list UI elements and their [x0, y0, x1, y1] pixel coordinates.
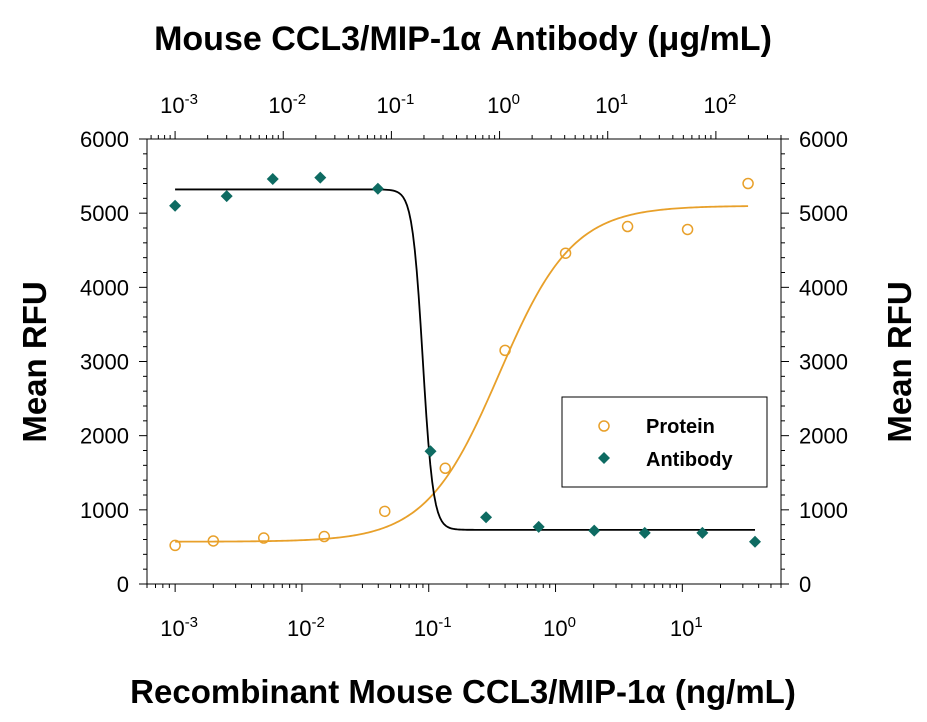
axis-ticks: [139, 131, 789, 592]
x-axis-bottom-tick-labels: 10-3 10-2 10-1 100 101: [160, 614, 703, 641]
protein-data-point: [499, 344, 511, 357]
y-left-tick-label: 2000: [80, 424, 129, 449]
antibody-data-point: [588, 524, 601, 537]
y-left-tick-label: 1000: [80, 498, 129, 523]
legend-antibody-label: Antibody: [646, 449, 734, 471]
x-top-tick-label: 100: [487, 91, 520, 118]
x-bottom-tick-label: 100: [543, 614, 576, 641]
antibody-data-point: [696, 526, 709, 539]
legend-box: [561, 396, 768, 488]
protein-data-point: [207, 535, 220, 547]
plot-border: [146, 138, 782, 585]
protein-data-point: [681, 223, 694, 236]
antibody-fit-curve: [175, 188, 756, 531]
protein-data-point: [559, 247, 572, 259]
x-top-tick-label: 10-1: [376, 91, 414, 118]
protein-data-point: [379, 505, 391, 518]
plot-area: [146, 138, 782, 585]
y-right-tick-label: 4000: [799, 275, 848, 300]
legend-protein-marker: [598, 420, 610, 432]
antibody-data-point: [169, 199, 182, 212]
fit-curves: [175, 188, 756, 543]
y-left-tick-label: 3000: [80, 350, 129, 375]
y-axis-right-tick-labels: 0 1000 2000 3000 4000 5000 6000: [799, 127, 848, 597]
protein-data-point: [318, 530, 331, 543]
y-left-tick-label: 0: [117, 572, 129, 597]
x-axis-top-tick-labels: 10-3 10-2 10-1 100 101 102: [160, 91, 736, 118]
y-right-tick-label: 0: [799, 572, 811, 597]
y-axis-right-title: Mean RFU: [881, 281, 918, 442]
protein-fit-curve: [175, 205, 749, 543]
y-left-tick-label: 6000: [80, 127, 129, 152]
x-bottom-tick-label: 101: [670, 614, 703, 641]
antibody-data-point: [314, 171, 327, 184]
y-right-tick-label: 3000: [799, 350, 848, 375]
y-right-tick-label: 2000: [799, 424, 848, 449]
y-left-tick-label: 4000: [80, 275, 129, 300]
legend-protein-label: Protein: [646, 416, 715, 438]
x-top-tick-label: 102: [703, 91, 736, 118]
antibody-data-point: [532, 520, 545, 533]
antibody-data-point: [749, 535, 762, 548]
x-top-tick-label: 10-3: [160, 91, 198, 118]
y-right-tick-label: 6000: [799, 127, 848, 152]
x-bottom-tick-label: 10-3: [160, 614, 198, 641]
antibody-data-point: [638, 526, 651, 539]
protein-data-point: [169, 539, 181, 552]
legend: Protein Antibody: [561, 396, 768, 488]
antibody-data-point: [424, 445, 437, 458]
x-top-tick-label: 101: [595, 91, 628, 118]
x-top-tick-label: 10-2: [268, 91, 306, 118]
protein-data-point: [742, 177, 754, 190]
y-axis-left-tick-labels: 0 1000 2000 3000 4000 5000 6000: [80, 127, 129, 597]
x-bottom-tick-label: 10-2: [287, 614, 325, 641]
protein-data-point: [621, 220, 634, 233]
chart-title: Mouse CCL3/MIP-1α Antibody (μg/mL): [154, 20, 772, 58]
y-right-tick-label: 5000: [799, 201, 848, 226]
protein-data-point: [258, 532, 270, 544]
data-points: [169, 171, 762, 552]
antibody-data-point: [220, 190, 233, 203]
antibody-data-point: [371, 182, 384, 195]
protein-data-point: [439, 462, 452, 475]
x-bottom-tick-label: 10-1: [414, 614, 452, 641]
y-axis-left-title: Mean RFU: [16, 281, 53, 442]
antibody-data-point: [266, 173, 279, 186]
antibody-data-point: [480, 511, 493, 524]
legend-antibody-marker: [598, 452, 610, 464]
x-axis-title: Recombinant Mouse CCL3/MIP-1α (ng/mL): [130, 673, 796, 710]
y-left-tick-label: 5000: [80, 201, 129, 226]
y-right-tick-label: 1000: [799, 498, 848, 523]
